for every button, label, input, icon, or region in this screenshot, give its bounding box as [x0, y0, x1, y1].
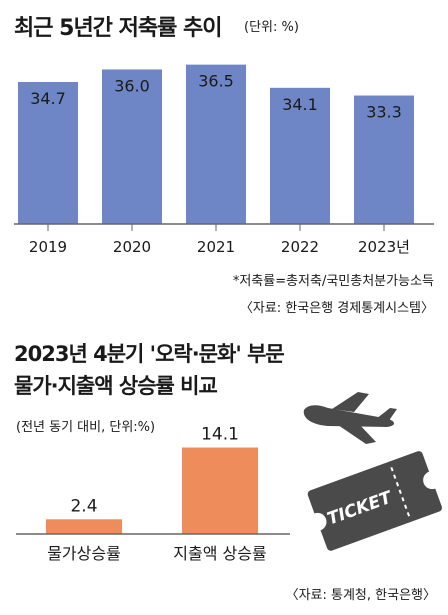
x-tick-label: 2020 [113, 238, 151, 256]
ticket-icon: TICKET [307, 451, 442, 551]
x-tick-label: 2022 [281, 238, 319, 256]
chart2-title-line1: 2023년 4분기 '오락·문화' 부문 [14, 342, 285, 366]
chart2-source: 〈자료: 통계청, 한국은행〉 [285, 588, 436, 603]
data-label: 34.7 [30, 89, 66, 108]
data-label: 34.1 [282, 95, 318, 114]
chart1-title: 최근 5년간 저축률 추이 [14, 16, 222, 41]
price-spending-chart: 2.4 물가상승률 14.1 지출액 상승률 [16, 425, 290, 563]
chart1-unit: (단위: %) [244, 20, 299, 35]
data-label: 2.4 [70, 496, 97, 516]
bar [186, 64, 246, 224]
data-label: 36.0 [114, 76, 150, 95]
savings-rate-chart: 34.7 2019 36.0 2020 36.5 2021 34.1 2022 33.3 2023… [14, 64, 434, 256]
x-tick-label: 2023년 [358, 238, 410, 256]
airplane-icon [303, 392, 397, 444]
bar [102, 69, 162, 224]
bar [270, 87, 330, 224]
chart1-source: 〈자료: 한국은행 경제통계시스템〉 [239, 301, 434, 316]
chart2-unit: (전년 동기 대비, 단위:%) [16, 420, 156, 435]
data-label: 14.1 [201, 425, 239, 445]
bar [18, 82, 78, 224]
x-tick-label: 2019 [29, 238, 67, 256]
x-tick-label: 물가상승률 [47, 544, 121, 563]
x-tick-label: 지출액 상승률 [173, 544, 266, 563]
data-label: 33.3 [366, 103, 402, 122]
bar [354, 95, 414, 224]
bar [46, 519, 122, 534]
data-label: 36.5 [198, 72, 234, 91]
x-tick-label: 2021 [197, 238, 235, 256]
chart1-footnote: *저축률=총저축/국민총처분가능소득 [232, 274, 434, 289]
bar [182, 447, 258, 534]
chart2-title-line2: 물가·지출액 상승률 비교 [14, 374, 218, 398]
